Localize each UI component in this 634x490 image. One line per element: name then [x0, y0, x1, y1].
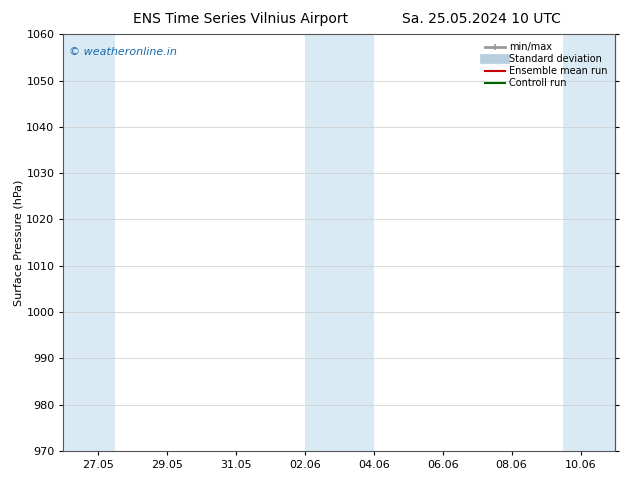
- Y-axis label: Surface Pressure (hPa): Surface Pressure (hPa): [13, 179, 23, 306]
- Bar: [305, 34, 373, 451]
- Bar: [63, 34, 115, 451]
- Legend: min/max, Standard deviation, Ensemble mean run, Controll run: min/max, Standard deviation, Ensemble me…: [482, 39, 610, 91]
- Bar: [563, 34, 615, 451]
- Text: Sa. 25.05.2024 10 UTC: Sa. 25.05.2024 10 UTC: [403, 12, 561, 26]
- Text: ENS Time Series Vilnius Airport: ENS Time Series Vilnius Airport: [133, 12, 349, 26]
- Text: © weatheronline.in: © weatheronline.in: [69, 47, 177, 57]
